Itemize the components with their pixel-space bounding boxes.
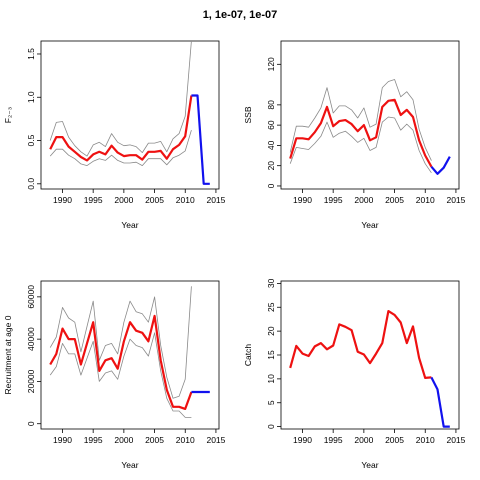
y-tick-label: 1.5 xyxy=(26,48,36,60)
series-interval-lower-line xyxy=(49,129,192,167)
figure-title: 1, 1e-07, 1e-07 xyxy=(202,9,278,21)
y-axis-label: Catch xyxy=(243,344,253,366)
x-tick-label: 1995 xyxy=(84,435,103,445)
x-axis-label: Year xyxy=(121,460,138,470)
series-forecast-line xyxy=(191,94,210,185)
x-tick-label: 1990 xyxy=(53,435,72,445)
x-tick-label: 1990 xyxy=(53,195,72,205)
x-tick-label: 2000 xyxy=(354,435,373,445)
x-tick-label: 1995 xyxy=(324,195,343,205)
x-tick-label: 1990 xyxy=(293,195,312,205)
y-tick-label: 0.0 xyxy=(26,178,36,190)
x-tick-label: 2005 xyxy=(385,435,404,445)
x-tick-label: 2015 xyxy=(446,435,465,445)
x-tick-label: 2010 xyxy=(176,435,195,445)
x-tick-label: 1995 xyxy=(84,195,103,205)
y-tick-label: 20000 xyxy=(26,369,36,393)
panel-ssb: 1990 1995 2000 2005 2010 2015 0 20 40 60 80 120 Year… xyxy=(243,40,466,230)
y-tick-label: 80 xyxy=(266,100,276,110)
y-axis-label: SSB xyxy=(243,106,253,123)
plot-frame-recruitment xyxy=(40,280,220,430)
y-tick-label: 0 xyxy=(26,421,36,426)
y-tick-label: 40000 xyxy=(26,327,36,351)
y-axis-label: Recruitment at age 0 xyxy=(3,315,13,394)
y-tick-label: 0 xyxy=(266,424,276,429)
y-tick-label: 15 xyxy=(266,350,276,360)
x-tick-label: 2005 xyxy=(145,195,164,205)
x-tick-label: 2010 xyxy=(176,195,195,205)
x-tick-label: 2010 xyxy=(416,195,435,205)
panel-catch: 1990 1995 2000 2005 2010 2015 0 5 10 15 20 25 30 Year… xyxy=(243,278,466,470)
y-tick-label: 20 xyxy=(266,161,276,171)
x-tick-label: 2005 xyxy=(145,435,164,445)
y-tick-label: 60 xyxy=(266,120,276,130)
x-tick-label: 2000 xyxy=(354,195,373,205)
y-tick-label: 30 xyxy=(266,278,276,288)
x-axis-label: Year xyxy=(121,220,138,230)
y-tick-label: 60000 xyxy=(26,285,36,309)
plot-frame-f xyxy=(40,40,220,190)
series-interval-upper-line xyxy=(49,286,192,399)
x-axis-label: Year xyxy=(361,220,378,230)
y-tick-label: 40 xyxy=(266,140,276,150)
y-axis-label: F₂₋₃ xyxy=(3,107,13,123)
plot-frame-ssb xyxy=(280,40,460,190)
x-tick-label: 2015 xyxy=(446,195,465,205)
x-tick-label: 2005 xyxy=(385,195,404,205)
series-estimate-line xyxy=(49,95,193,162)
series-estimate-line xyxy=(289,310,432,379)
series-interval-lower-line xyxy=(49,332,192,418)
y-tick-label: 0.5 xyxy=(26,134,36,146)
y-tick-label: 25 xyxy=(266,302,276,312)
x-tick-label: 2000 xyxy=(114,435,133,445)
series-estimate-line xyxy=(289,98,433,168)
series-interval-upper-line xyxy=(289,79,432,161)
x-tick-label: 2015 xyxy=(206,435,225,445)
series-interval-upper-line xyxy=(49,41,192,157)
x-tick-label: 1995 xyxy=(324,435,343,445)
panel-recruitment: 1990 1995 2000 2005 2010 2015 0 20000 40000 60000… xyxy=(3,280,226,470)
x-tick-label: 1990 xyxy=(293,435,312,445)
series-forecast-line xyxy=(430,156,451,175)
y-tick-label: 1.0 xyxy=(26,91,36,103)
series-estimate-line xyxy=(49,314,193,410)
y-tick-label: 5 xyxy=(266,400,276,405)
y-tick-label: 20 xyxy=(266,326,276,336)
x-tick-label: 2000 xyxy=(114,195,133,205)
x-tick-label: 2010 xyxy=(416,435,435,445)
y-tick-label: 10 xyxy=(266,374,276,384)
y-tick-label: 120 xyxy=(266,57,276,71)
series-interval-lower-line xyxy=(289,116,432,174)
y-tick-label: 0 xyxy=(266,183,276,188)
x-axis-label: Year xyxy=(361,460,378,470)
x-tick-label: 2015 xyxy=(206,195,225,205)
series-forecast-line xyxy=(430,376,450,428)
panel-f: 1990 1995 2000 2005 2010 2015 0.0 0.5 1.0 1.5 Year… xyxy=(3,40,226,230)
